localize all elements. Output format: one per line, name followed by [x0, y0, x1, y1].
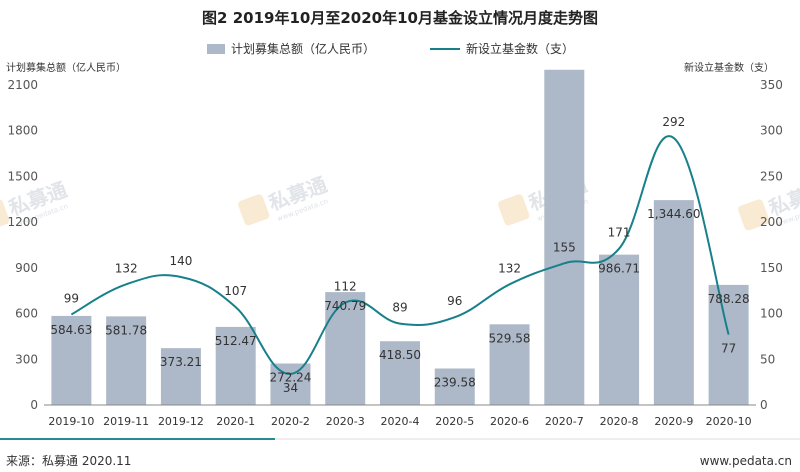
x-tick: 2020-2	[271, 415, 310, 428]
bar-value-label: 1,344.60	[647, 207, 700, 221]
line-value-label: 99	[64, 291, 79, 305]
bar-2020-3	[325, 292, 366, 405]
bar-value-label: 512.47	[215, 334, 257, 348]
bar-2020-1	[215, 326, 256, 405]
bar-2020-6	[489, 324, 530, 405]
line-value-label: 112	[334, 280, 357, 294]
bar-value-label: 788.28	[708, 292, 750, 306]
line-value-label: 132	[498, 261, 521, 275]
axes: 0 300 600 900 1200 1500 1800 2100 0 50 100 150 200 25…	[7, 78, 782, 428]
legend: 计划募集总额（亿人民币） 新设立基金数（支）	[207, 41, 574, 56]
line-value-label: 107	[224, 284, 247, 298]
y-right-tick: 0	[760, 398, 768, 412]
y-right-tick: 350	[760, 78, 783, 92]
bar-value-label: 373.21	[160, 355, 202, 369]
y-right-tick: 100	[760, 307, 783, 321]
bar-2019-11	[106, 316, 147, 405]
y-left-tick: 300	[15, 352, 38, 366]
x-tick: 2020-5	[435, 415, 474, 428]
x-tick: 2020-8	[600, 415, 639, 428]
x-tick: 2019-10	[48, 415, 94, 428]
bar-2020-8	[599, 254, 640, 405]
legend-line-label: 新设立基金数（支）	[466, 41, 574, 56]
bar-value-label: 740.79	[324, 299, 366, 313]
chart-title: 图2 2019年10月至2020年10月基金设立情况月度走势图	[202, 9, 598, 27]
y-right-tick: 300	[760, 124, 783, 138]
line-value-label: 140	[169, 254, 192, 268]
y-left-tick: 900	[15, 261, 38, 275]
y-left-axis-title: 计划募集总额（亿人民币）	[6, 61, 126, 74]
x-tick: 2019-11	[103, 415, 149, 428]
line-path	[70, 135, 730, 375]
y-right-axis-title: 新设立基金数（支）	[684, 61, 774, 74]
x-tick: 2020-6	[490, 415, 529, 428]
x-tick: 2020-9	[654, 415, 693, 428]
line-value-label: 96	[447, 294, 462, 308]
data-labels: 584.63 581.78 373.21 512.47 272.24 740.79 418.…	[50, 115, 749, 395]
footer-site-link[interactable]: www.pedata.cn	[700, 454, 792, 468]
y-left-tick: 1800	[7, 124, 38, 138]
bar-value-label: 418.50	[379, 348, 421, 362]
y-right-tick: 150	[760, 261, 783, 275]
y-right-tick: 200	[760, 215, 783, 229]
bar-2019-12	[160, 348, 201, 405]
bar-2020-4	[380, 341, 420, 405]
bar-2020-9	[653, 200, 694, 405]
bar-2019-10	[51, 315, 92, 405]
x-tick: 2020-1	[216, 415, 255, 428]
bar-2020-10	[708, 284, 749, 405]
watermark-logo-icon	[498, 194, 530, 226]
y-left-tick: 600	[15, 307, 38, 321]
bar-2020-5	[434, 368, 475, 405]
bar-value-label: 272.24	[269, 371, 311, 385]
bar-2020-7	[544, 69, 585, 405]
line-value-label: 155	[553, 240, 576, 254]
line-value-label: 132	[115, 261, 138, 275]
watermark-logo-icon	[0, 199, 10, 231]
watermark-logo-icon	[238, 194, 270, 226]
y-left-tick: 1200	[7, 215, 38, 229]
bar-value-label: 986.71	[598, 262, 640, 276]
line-value-label: 171	[608, 226, 631, 240]
line-value-label: 292	[662, 115, 685, 129]
line-value-label: 34	[283, 381, 298, 395]
x-tick: 2020-7	[545, 415, 584, 428]
watermark-logo-icon	[738, 199, 770, 231]
y-left-tick: 1500	[7, 169, 38, 183]
bar-value-label: 239.58	[434, 375, 476, 389]
bar-2020-2	[270, 363, 311, 405]
y-left-tick: 2100	[7, 78, 38, 92]
line-series	[70, 135, 730, 375]
line-value-label: 89	[392, 301, 407, 315]
legend-bar-swatch	[207, 44, 225, 54]
bar-series	[51, 69, 749, 405]
y-left-tick: 0	[30, 398, 38, 412]
x-tick: 2020-3	[326, 415, 365, 428]
bar-value-label: 529.58	[489, 331, 531, 345]
y-right-tick: 250	[760, 169, 783, 183]
x-tick: 2020-4	[381, 415, 420, 428]
bar-value-label: 584.63	[50, 323, 92, 337]
x-tick: 2019-12	[158, 415, 204, 428]
x-tick: 2020-10	[706, 415, 752, 428]
y-right-tick: 50	[760, 352, 775, 366]
line-value-label: 77	[721, 342, 736, 356]
bar-value-label: 581.78	[105, 323, 147, 337]
legend-bar-label: 计划募集总额（亿人民币）	[231, 41, 375, 56]
footer-source: 来源：私募通 2020.11	[6, 454, 131, 468]
